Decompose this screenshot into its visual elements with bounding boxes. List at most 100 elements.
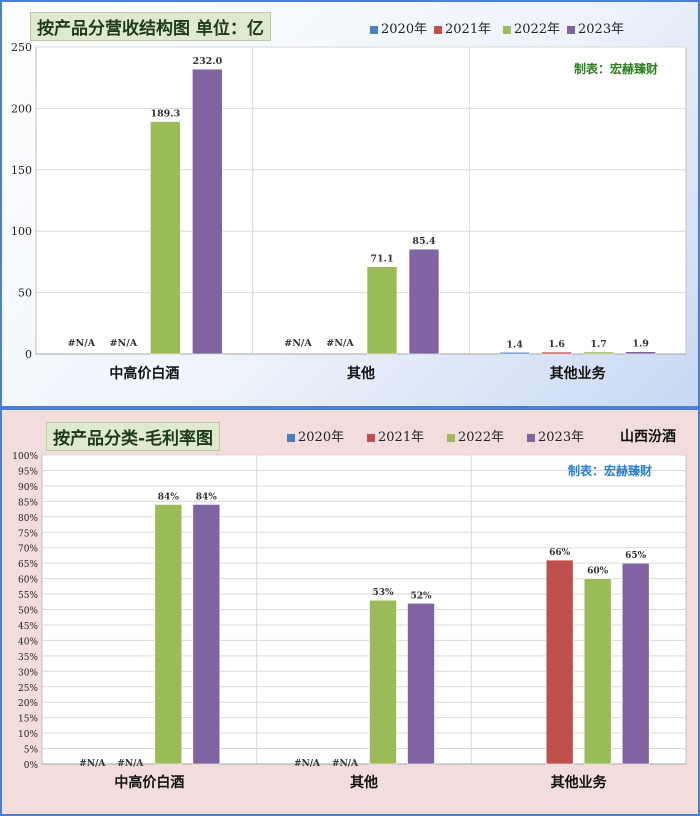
legend-swatch-2020 [287,433,295,442]
y-tick-label: 45% [18,622,38,632]
na-label: #N/A [284,338,312,349]
data-label: 84% [158,492,180,502]
bar [150,121,181,355]
legend-swatch-2022 [503,25,511,34]
legend-item-2021: 2021年 [434,18,491,37]
data-label: 53% [372,588,394,598]
y-tick-label: 100 [11,225,32,238]
revenue-chart: 0 50 100 150 200 250 #N/A #N/A 189.3 232.0 中高价白酒 #N… [11,41,687,382]
y-tick-label: 85% [18,498,38,508]
y-tick-label: 80% [18,514,38,524]
bar [621,562,650,765]
y-tick-label: 150 [11,164,32,177]
bar [407,603,435,765]
y-tick-label: 20% [18,699,38,709]
y-tick-label: 75% [18,529,38,539]
legend-label-2023: 2023年 [538,430,585,445]
data-label: 84% [196,492,218,502]
na-label: #N/A [117,759,144,769]
legend-item-2022: 2022年 [503,18,560,37]
plot-area [35,46,687,355]
y-tick-label: 50 [18,287,32,300]
data-label: 85.4 [412,236,436,247]
legend-item-2020: 2020年 [287,426,344,445]
legend-label-2023: 2023年 [578,22,625,37]
legend-label-2020: 2020年 [381,22,428,37]
data-label: 60% [587,567,609,577]
legend-swatch-2023 [567,25,575,34]
data-label: 65% [625,551,647,561]
legend-item-2023: 2023年 [527,426,584,445]
legend-label-2021: 2021年 [378,430,425,445]
x-tick-label: 其他业务 [551,774,608,791]
legend-swatch-2021 [434,25,442,34]
y-tick-label: 25% [18,684,38,694]
data-label: 1.9 [632,339,649,350]
y-tick-label: 40% [18,637,38,647]
legend-item-2023: 2023年 [567,18,624,37]
na-label: #N/A [110,338,138,349]
legend-label-2022: 2022年 [458,430,505,445]
y-tick-label: 250 [11,41,32,54]
bar [154,504,183,765]
revenue-chart-title: 按产品分营收结构图 单位：亿 [30,12,271,41]
margin-chart-credit: 制表：宏赫臻财 [568,464,653,478]
y-tick-label: 10% [18,730,38,740]
data-label: 189.3 [150,109,180,120]
y-tick-label: 5% [24,746,39,756]
company-name: 山西汾酒 [620,429,676,445]
y-tick-label: 50% [18,607,38,617]
revenue-chart-credit: 制表：宏赫臻财 [574,62,659,76]
na-label: #N/A [79,759,106,769]
y-tick-label: 0% [24,761,39,771]
y-tick-label: 200 [11,102,32,115]
na-label: #N/A [326,338,354,349]
y-tick-label: 65% [18,560,38,570]
y-tick-label: 55% [18,591,38,601]
y-tick-label: 0 [25,348,32,361]
data-label: 66% [549,548,571,558]
x-tick-label: 中高价白酒 [114,774,184,791]
bar [541,351,572,355]
legend-label-2022: 2022年 [514,22,561,37]
bar [408,248,440,355]
y-tick-label: 60% [18,576,38,586]
bar [369,599,397,765]
x-tick-label: 其他业务 [550,365,607,382]
legend-swatch-2022 [447,433,455,442]
legend-swatch-2023 [527,433,535,442]
legend-label-2021: 2021年 [445,22,492,37]
bar [192,504,221,765]
na-label: #N/A [68,338,96,349]
data-label: 1.6 [548,339,565,350]
bar [583,578,612,765]
bar [545,559,574,765]
bar [366,266,398,355]
y-tick-label: 90% [18,483,38,493]
legend-item-2021: 2021年 [367,426,424,445]
y-tick-label: 100% [12,452,38,462]
x-tick-label: 其他 [350,774,378,791]
data-label: 52% [410,591,432,601]
data-label: 71.1 [370,254,393,265]
margin-chart-title: 按产品分类-毛利率图 [46,422,221,451]
revenue-chart-panel: 0 50 100 150 200 250 #N/A #N/A 189.3 232.0 中高价白酒 #N… [0,0,700,408]
legend-swatch-2020 [370,25,378,34]
bar [625,351,656,355]
na-label: #N/A [294,759,321,769]
data-label: 232.0 [192,56,222,67]
legend-item-2020: 2020年 [370,18,427,37]
bar [192,68,223,355]
y-tick-label: 35% [18,653,38,663]
data-label: 1.7 [590,339,607,350]
bar [499,351,530,355]
y-tick-label: 95% [18,467,38,477]
legend-swatch-2021 [367,433,375,442]
margin-chart: 0% 5% 10% 15% 20% 25% 30% 35% 40% 45% 50% 55% 60% 65%… [12,452,687,791]
na-label: #N/A [332,759,359,769]
y-tick-label: 15% [18,715,38,725]
legend-item-2022: 2022年 [447,426,504,445]
margin-chart-panel: 0% 5% 10% 15% 20% 25% 30% 35% 40% 45% 50% 55% 60% 65%… [0,408,700,816]
bar [583,351,614,355]
legend-label-2020: 2020年 [298,430,345,445]
